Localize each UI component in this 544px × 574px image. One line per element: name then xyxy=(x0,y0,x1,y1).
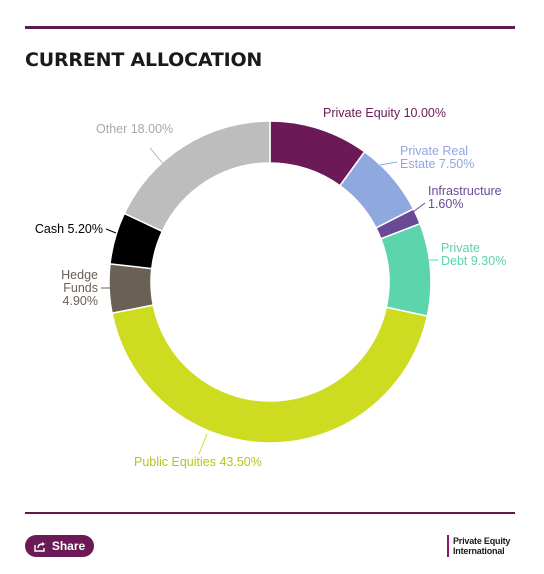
leader-line-2 xyxy=(412,202,426,213)
slice-label-0: Private Equity 10.00% xyxy=(323,106,446,120)
slice-label-4: Public Equities 43.50% xyxy=(134,455,262,469)
donut-slice-5[interactable] xyxy=(108,263,155,315)
leader-line-6 xyxy=(105,228,117,234)
top-rule xyxy=(25,26,515,29)
leader-line-7 xyxy=(149,147,166,167)
slice-label-7: Other 18.00% xyxy=(96,122,173,136)
share-button[interactable]: Share xyxy=(25,535,94,557)
share-label: Share xyxy=(51,539,86,553)
page-title: CURRENT ALLOCATION xyxy=(25,49,263,71)
slice-label-6: Cash 5.20% xyxy=(35,222,103,236)
brand-logo[interactable]: Private Equity International xyxy=(447,535,510,557)
donut-slice-7[interactable] xyxy=(123,120,271,233)
leader-line-1 xyxy=(379,161,398,166)
slice-label-3: Private Debt 9.30% xyxy=(441,241,506,268)
donut-slice-3[interactable] xyxy=(379,222,432,318)
share-icon xyxy=(34,541,45,552)
slice-label-1: Private Real Estate 7.50% xyxy=(400,144,474,171)
allocation-donut-chart: Private Equity 10.00% Private Real Estate … xyxy=(35,106,506,469)
logo-line-1: Private Equity xyxy=(453,536,511,546)
donut-slice-4[interactable] xyxy=(111,304,429,444)
slice-label-2: Infrastructure 1.60% xyxy=(428,184,502,211)
bottom-rule xyxy=(25,512,515,514)
leader-line-4 xyxy=(198,433,208,455)
slice-label-5: Hedge Funds 4.90% xyxy=(61,268,98,308)
leader-line-0 xyxy=(316,132,324,143)
logo-line-2: International xyxy=(453,546,505,556)
